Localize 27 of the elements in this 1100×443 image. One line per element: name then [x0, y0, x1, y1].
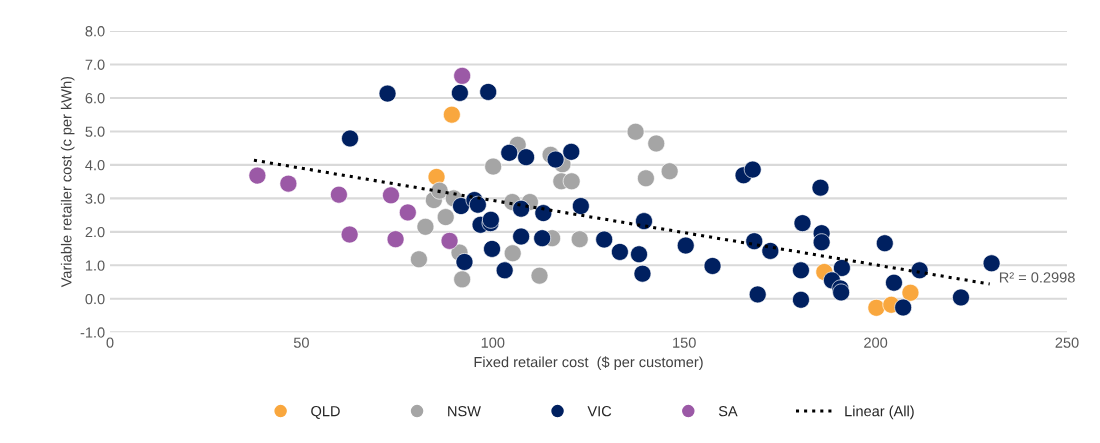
point	[812, 233, 831, 252]
y-tick-label: 4.0	[85, 160, 105, 171]
legend-label: SA	[718, 406, 738, 417]
legend-label: QLD	[311, 406, 340, 419]
x-axis-title: Fixed retailer cost ($ per customer)	[474, 356, 703, 371]
x-tick-label: 150	[673, 337, 696, 348]
y-tick-label: 6.0	[85, 93, 105, 104]
annotation: R² = 0.2998	[999, 272, 1075, 283]
point	[633, 264, 652, 283]
legend-label: Linear (All)	[845, 405, 914, 420]
x-tick-label: 250	[1055, 337, 1079, 348]
y-tick-label: 2.0	[85, 226, 105, 238]
y-axis-title: Variable retailer cost (c per kWh)	[60, 76, 75, 288]
point	[660, 162, 679, 181]
y-tick-label: 0.0	[85, 293, 105, 305]
x-tick-label: 200	[864, 337, 888, 348]
y-tick-label: 7.0	[85, 59, 105, 70]
x-tick-label: 50	[293, 337, 309, 348]
y-tick-label: 3.0	[85, 193, 105, 204]
y-tick-label: 5.0	[85, 126, 105, 137]
y-tick-label: 8.0	[85, 26, 105, 37]
y-tick-label: -1.0	[80, 327, 105, 338]
x-tick-label: 100	[481, 337, 505, 348]
legend-label: VIC	[587, 406, 612, 417]
x-tick-label: 0	[106, 337, 114, 348]
legend-label: NSW	[448, 406, 481, 417]
y-tick-label: 1.0	[85, 260, 105, 271]
